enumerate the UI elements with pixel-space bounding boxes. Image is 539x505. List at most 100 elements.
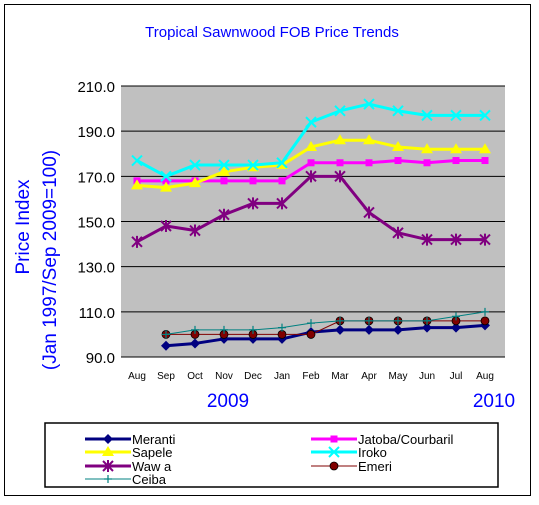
data-point: [363, 98, 375, 110]
x-tick-label: Dec: [244, 371, 262, 382]
legend-label: Waw a: [132, 459, 172, 474]
data-point: [481, 307, 489, 316]
data-point: [160, 220, 172, 233]
data-point: [452, 157, 460, 165]
series-waw-a: [131, 170, 491, 248]
x-tick-label: Jan: [274, 371, 290, 382]
data-point: [102, 446, 114, 456]
data-point: [451, 322, 461, 333]
data-point: [306, 330, 316, 339]
data-point: [364, 324, 374, 335]
legend-item: Sapele: [85, 445, 172, 460]
data-point: [189, 177, 201, 188]
legend-item: Jatoba/Courbaril: [311, 432, 453, 447]
data-point: [131, 179, 143, 190]
legend-item: Meranti: [85, 432, 175, 447]
series-line: [166, 320, 485, 335]
data-point: [190, 338, 200, 349]
gridlines: [121, 85, 505, 358]
legend-label: Ceiba: [132, 472, 167, 487]
data-point: [247, 159, 259, 171]
legend-item: Waw a: [85, 459, 172, 474]
data-point: [305, 116, 317, 128]
data-point: [421, 233, 433, 246]
legend-items: Meranti Jatoba/Courbaril Sapele Iroko Waw a E…: [85, 432, 453, 487]
chart-svg: Tropical Sawnwood FOB Price Trends Price…: [13, 24, 515, 488]
data-point: [305, 170, 317, 183]
data-point: [392, 226, 404, 239]
year-label-2009: 2009: [207, 391, 249, 412]
data-point: [450, 109, 462, 122]
data-point: [131, 235, 143, 248]
data-point: [421, 143, 433, 154]
data-point: [422, 322, 432, 333]
data-point: [335, 324, 345, 335]
x-tick-label: Aug: [476, 371, 494, 382]
data-point: [162, 330, 170, 339]
data-point: [392, 140, 404, 151]
y-tick-labels: 90.0 110.0 130.0 150.0 170.0 190.0 210.0: [77, 79, 115, 367]
series-lines: [131, 98, 491, 351]
y-tick-label: 130.0: [77, 260, 115, 277]
y-axis-label: Price Index (Jan 1997/Sep 2009=100): [13, 150, 61, 370]
x-tick-label: Oct: [187, 371, 203, 382]
data-point: [365, 316, 373, 325]
x-tick-label: May: [389, 371, 408, 382]
series-meranti: [161, 320, 490, 351]
data-point: [479, 233, 491, 246]
data-point: [334, 134, 346, 145]
data-point: [421, 109, 433, 122]
data-point: [450, 233, 462, 246]
legend-label: Emeri: [358, 459, 392, 474]
x-tick-label: Sep: [157, 371, 175, 382]
data-point: [160, 181, 172, 192]
data-point: [220, 325, 228, 334]
y-tick-label: 210.0: [77, 79, 115, 96]
data-point: [394, 157, 402, 165]
legend-box: [44, 422, 499, 488]
data-point: [329, 461, 339, 471]
legend-label: Jatoba/Courbaril: [358, 432, 453, 447]
legend-label: Sapele: [132, 445, 172, 460]
data-point: [392, 105, 404, 117]
year-label-2010: 2010: [473, 391, 515, 412]
data-point: [278, 323, 286, 332]
chart-title: Tropical Sawnwood FOB Price Trends: [145, 24, 399, 41]
x-tick-label: Jul: [450, 371, 463, 382]
data-point: [276, 157, 288, 169]
data-point: [191, 325, 199, 334]
series-iroko: [131, 98, 491, 183]
data-point: [334, 170, 346, 183]
x-tick-label: Mar: [331, 371, 349, 382]
data-point: [328, 446, 340, 458]
data-point: [276, 197, 288, 210]
data-point: [480, 316, 490, 326]
data-point: [363, 206, 375, 219]
data-point: [218, 159, 230, 171]
y-tick-label: 190.0: [77, 124, 115, 141]
x-tick-label: Jun: [419, 371, 435, 382]
data-point: [249, 177, 257, 185]
legend-item: Iroko: [311, 445, 387, 460]
data-point: [305, 140, 317, 151]
legend-item: Ceiba: [85, 472, 167, 487]
data-point: [247, 197, 259, 210]
data-point: [481, 157, 489, 165]
data-point: [220, 177, 228, 185]
data-point: [393, 324, 403, 335]
data-point: [218, 165, 230, 176]
series-sapele: [131, 134, 491, 192]
x-tick-label: Nov: [215, 371, 233, 382]
data-point: [479, 143, 491, 154]
data-point: [452, 312, 460, 321]
data-point: [479, 109, 491, 122]
data-point: [336, 316, 344, 325]
data-point: [450, 143, 462, 154]
y-tick-label: 90.0: [86, 350, 115, 367]
y-tick-label: 170.0: [77, 169, 115, 186]
data-point: [162, 177, 170, 185]
data-point: [161, 340, 171, 351]
data-point: [394, 316, 402, 325]
data-point: [160, 170, 172, 183]
data-point: [278, 177, 286, 185]
